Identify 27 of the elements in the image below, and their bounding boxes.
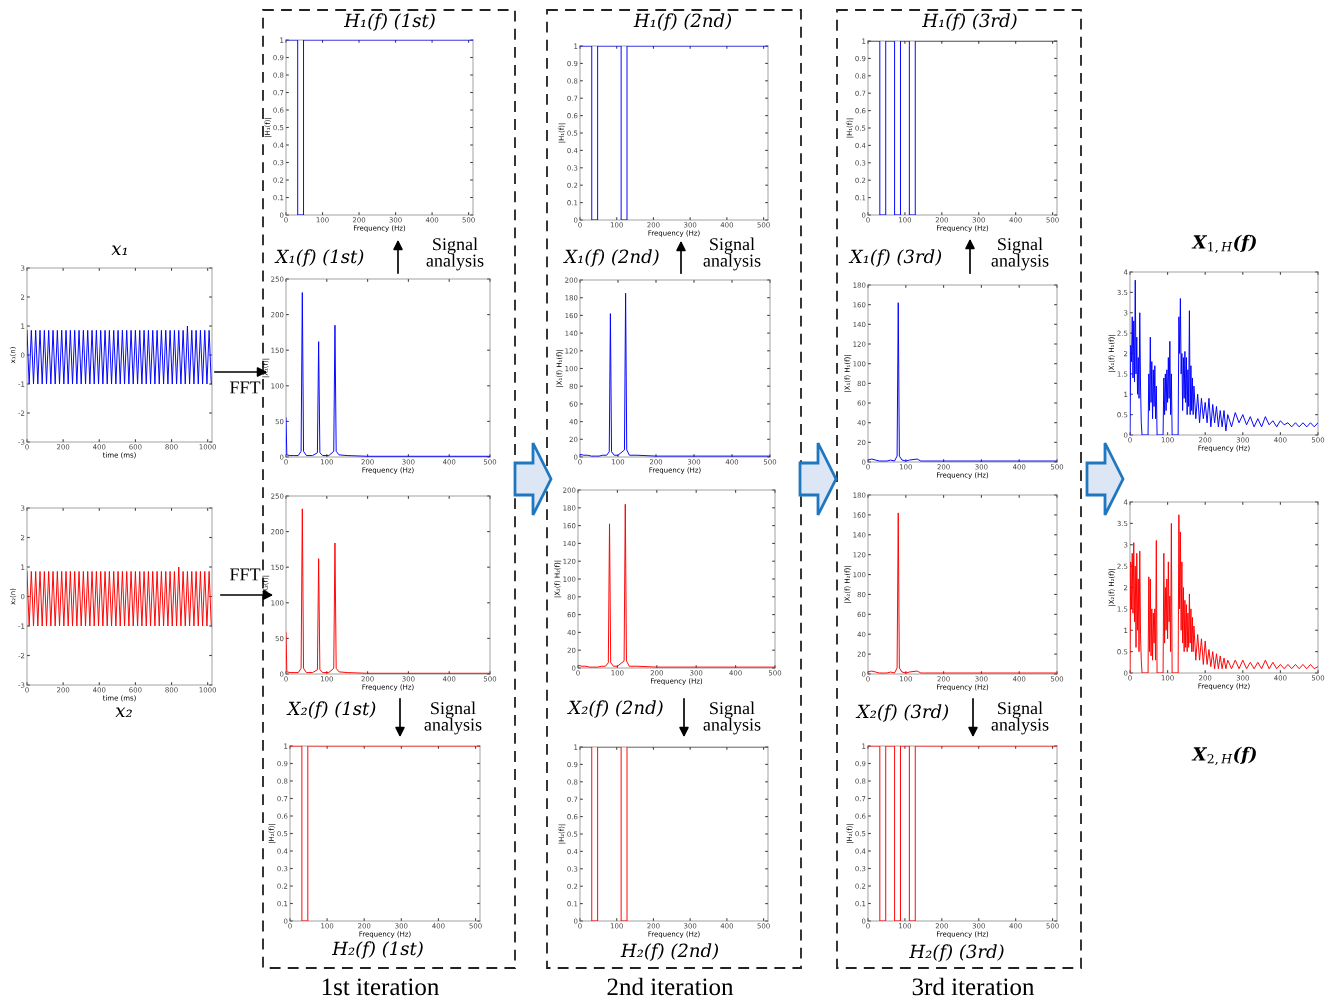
text: Signal analysis	[703, 237, 761, 271]
text: 3rd iteration	[912, 977, 1035, 996]
text: X₂(f) (3rd)	[855, 704, 949, 722]
chart-title: H₁(f) (3rd)	[922, 13, 1017, 31]
text: H₂(f) (1st)	[331, 941, 423, 959]
text: Signal analysis	[703, 701, 761, 735]
text: x₂	[115, 707, 132, 718]
chart-title: X₁(f) (1st)	[274, 249, 364, 267]
chart-title: X$_{1,H}$(f)	[1191, 234, 1256, 254]
text: H₂(f) (3rd)	[909, 944, 1004, 962]
chart-title: H₁(f) (2nd)	[633, 13, 731, 31]
chart-title: x₁	[111, 245, 127, 256]
text: FFT	[229, 568, 261, 581]
chart-title: H₁(f) (1st)	[343, 13, 435, 31]
text: FFT	[229, 381, 261, 394]
text: Signal analysis	[426, 237, 484, 271]
text: 1st iteration	[322, 978, 439, 996]
chart-title: X₁(f) (3rd)	[848, 249, 942, 267]
text: 2nd iteration	[607, 977, 734, 996]
text: X₂(f) (1st)	[286, 701, 376, 719]
text: X₂(f) (2nd)	[567, 700, 663, 718]
chart-title: X₁(f) (2nd)	[563, 249, 659, 267]
text: Signal analysis	[991, 237, 1049, 271]
text: X$_{2,H}$(f)	[1191, 746, 1256, 766]
text: H₂(f) (2nd)	[620, 943, 718, 961]
text: Signal analysis	[991, 701, 1049, 735]
text: Signal analysis	[424, 701, 482, 735]
